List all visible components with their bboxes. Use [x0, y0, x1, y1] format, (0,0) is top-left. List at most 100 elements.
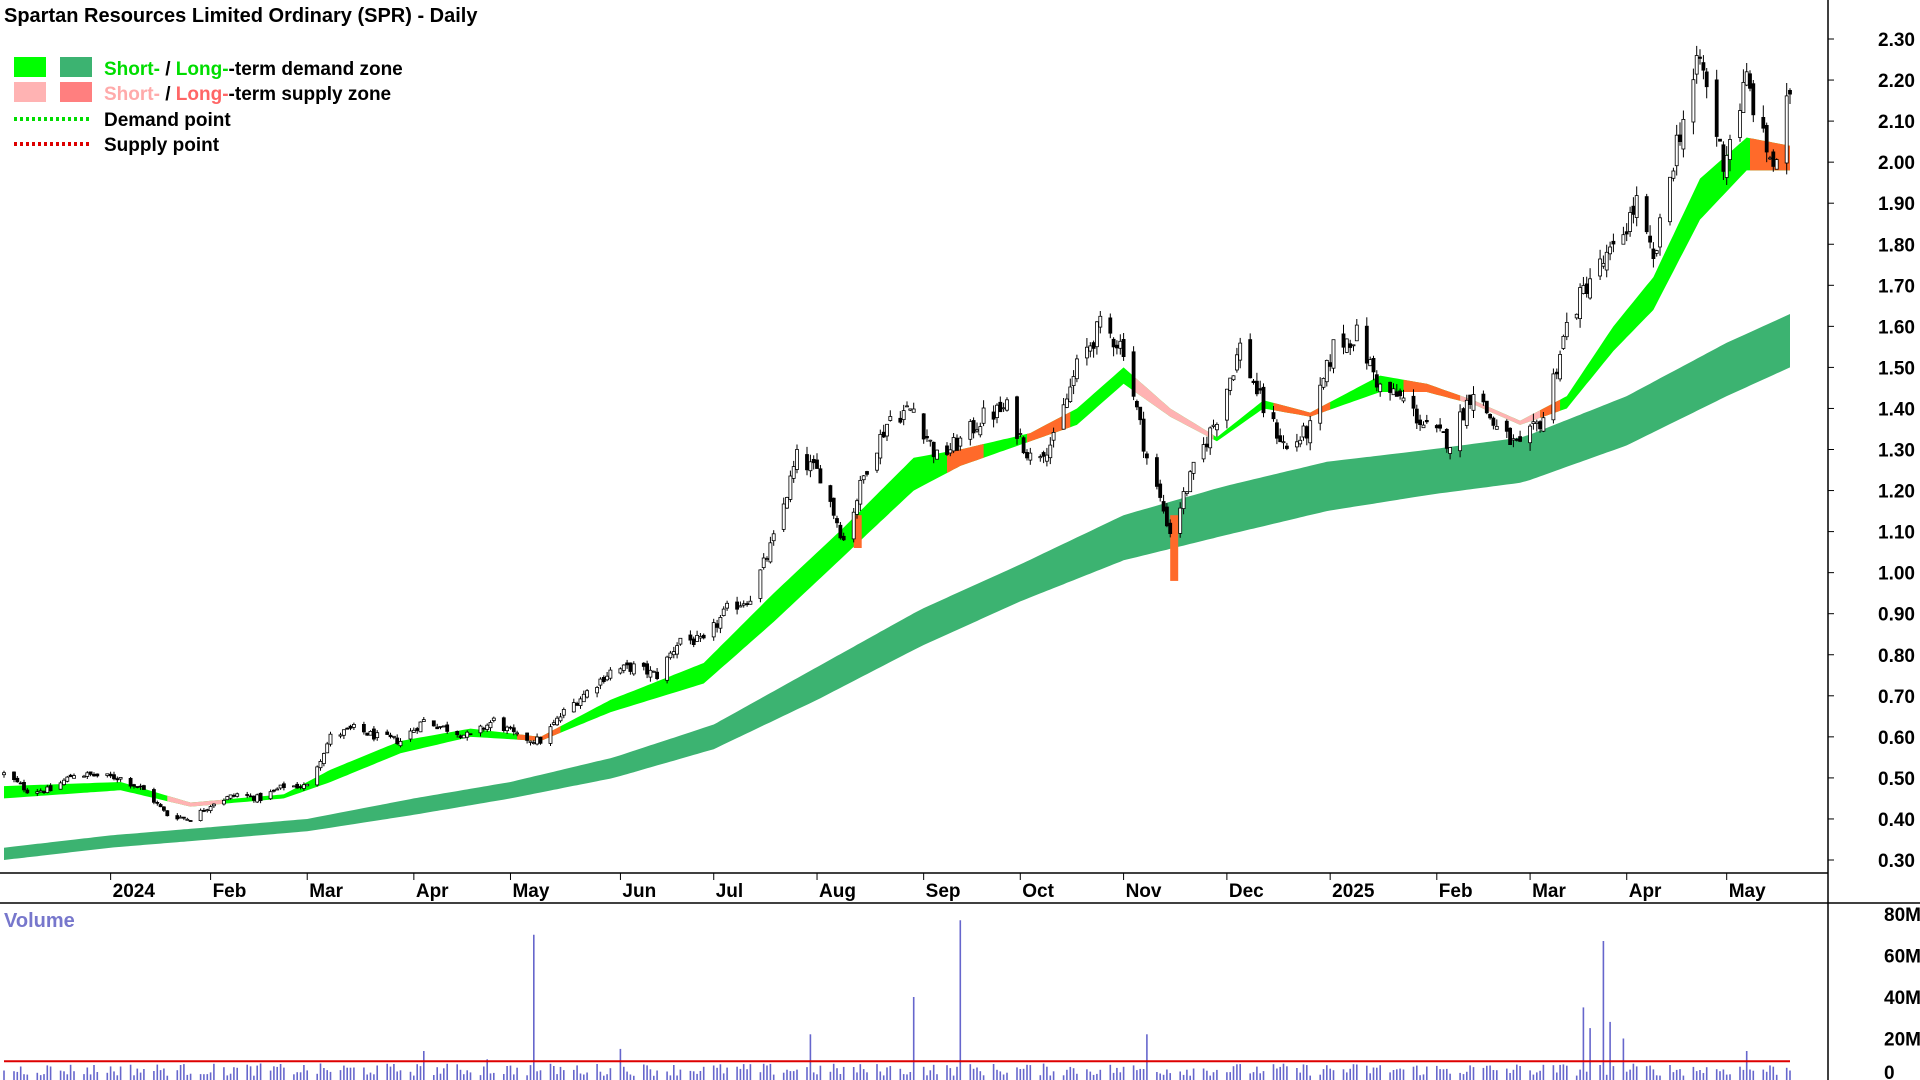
candle-body	[468, 733, 473, 736]
candle-body	[725, 602, 729, 609]
candle-body	[1135, 400, 1139, 408]
volume-tick-label: 40M	[1884, 988, 1920, 1009]
price-tick-label: 1.40	[1878, 399, 1915, 420]
candle-body	[1654, 250, 1659, 254]
candle-body	[458, 735, 463, 738]
candle-body	[1138, 406, 1143, 421]
candle-body	[132, 784, 136, 787]
candle-body	[365, 732, 370, 736]
candle-body	[1005, 399, 1009, 411]
date-tick-label: Apr	[1629, 881, 1662, 902]
candle-body	[348, 725, 353, 729]
candle-body	[1411, 395, 1416, 409]
candle-body	[1514, 438, 1519, 441]
short-term-zone-layer	[4, 137, 1790, 807]
candle-body	[1251, 380, 1256, 384]
candle-body	[951, 437, 956, 452]
candle-body	[1391, 388, 1396, 396]
candle-body	[1328, 362, 1333, 367]
candle-body	[1678, 134, 1682, 142]
candle-body	[1648, 235, 1652, 243]
candle-body	[791, 466, 796, 479]
candle-body	[865, 471, 869, 475]
candle-body	[175, 815, 180, 820]
candle-body	[1115, 344, 1119, 349]
candle-body	[771, 533, 776, 542]
candle-body	[815, 459, 819, 469]
candle-body	[578, 698, 583, 707]
candle-body	[1631, 205, 1636, 215]
candle-body	[1045, 454, 1049, 462]
date-tick-label: Jun	[622, 881, 656, 902]
candle-body	[1768, 157, 1772, 160]
legend: Short- / Long--term demand zone Short- /…	[14, 57, 403, 156]
candle-body	[105, 773, 110, 776]
candle-body	[668, 652, 673, 659]
candle-body	[1461, 408, 1466, 421]
date-tick-labels: 2024 Feb Mar Apr May Jun Jul Aug Sep Oct Nov Dec 202…	[110, 873, 1766, 902]
candle-body	[1258, 388, 1263, 391]
candle-body	[528, 740, 533, 743]
candle-body	[1351, 344, 1356, 347]
chart-title: Spartan Resources Limited Ordinary (SPR)…	[4, 5, 478, 27]
candle-body	[1025, 451, 1029, 459]
date-tick-label: May	[512, 881, 549, 902]
candle-body	[1528, 425, 1532, 444]
candle-body	[1071, 376, 1076, 387]
candle-body	[655, 671, 659, 680]
candle-body	[841, 535, 846, 541]
candle-body	[1015, 396, 1019, 439]
candle-body	[118, 777, 123, 780]
candle-body	[1628, 212, 1632, 232]
candle-body	[1215, 423, 1219, 431]
candle-body	[1471, 394, 1476, 411]
candle-body	[851, 511, 856, 540]
candle-body	[1208, 427, 1213, 449]
candle-body	[418, 721, 423, 733]
candle-body	[141, 785, 146, 790]
candle-body	[1681, 119, 1686, 150]
candle-body	[385, 731, 390, 735]
candle-body	[155, 802, 160, 804]
candle-body	[478, 725, 483, 734]
candle-body	[1484, 400, 1489, 414]
candle-body	[65, 776, 70, 782]
candle-body	[955, 437, 959, 451]
candle-body	[1201, 444, 1206, 460]
candle-body	[441, 725, 446, 728]
candle-body	[255, 794, 260, 803]
candle-body	[508, 726, 513, 729]
candle-body	[1021, 437, 1026, 454]
legend-supply-point: Supply point	[104, 135, 220, 156]
candle-body	[1111, 338, 1116, 348]
candle-body	[42, 791, 46, 794]
candle-body	[305, 783, 310, 787]
candle-body	[1131, 351, 1136, 397]
candle-body	[1228, 377, 1233, 391]
candle-body	[341, 729, 346, 736]
date-tick-label: Dec	[1229, 881, 1264, 902]
candle-body	[1308, 420, 1313, 444]
candle-body	[351, 724, 356, 728]
candle-body	[1028, 452, 1033, 461]
candle-body	[1181, 491, 1186, 510]
candle-body	[1694, 55, 1699, 75]
price-tick-label: 1.80	[1878, 235, 1915, 256]
candle-body	[431, 720, 436, 727]
candle-body	[1368, 359, 1373, 367]
candle-body	[745, 603, 749, 605]
candle-body	[1155, 457, 1159, 487]
candle-body	[505, 726, 510, 732]
legend-supply-zone: Short- / Long--term supply zone	[104, 84, 391, 105]
candle-body	[325, 743, 330, 754]
supply-point-bar	[853, 515, 862, 548]
candle-body	[398, 741, 403, 747]
candle-body	[1738, 110, 1742, 138]
candle-body	[395, 737, 400, 744]
candle-body	[1231, 375, 1236, 381]
price-tick-label: 1.20	[1878, 482, 1915, 503]
candle-body	[1468, 394, 1472, 406]
candle-body	[641, 662, 646, 667]
candle-body	[665, 656, 669, 681]
candle-body	[1748, 73, 1752, 89]
